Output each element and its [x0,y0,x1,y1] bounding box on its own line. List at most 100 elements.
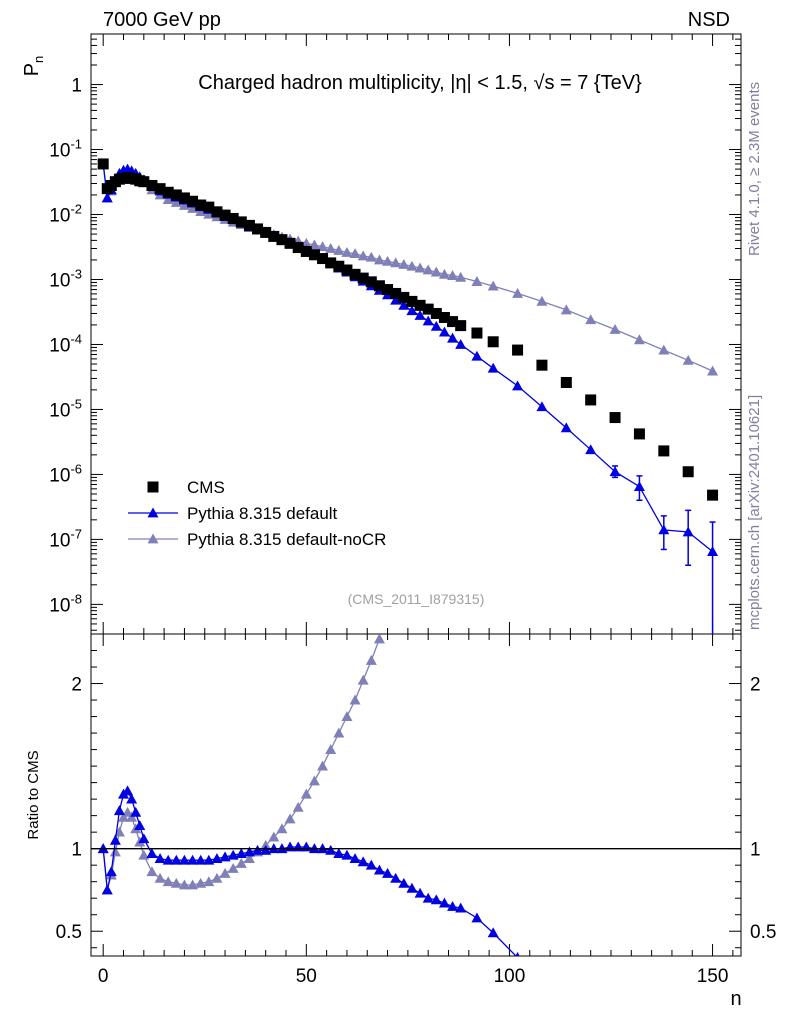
cms-point [227,212,239,224]
x-tick-label: 0 [98,966,109,987]
ratio-pythia-8-315-default-nocr-point [170,877,182,888]
y-tick-label: 1 [71,76,82,97]
x-tick-label: 150 [697,966,729,987]
y-tick-label: 10-1 [49,137,82,162]
pythia-8-315-default-nocr-point [585,314,597,325]
ratio-pythia-8-315-default-nocr-point [349,694,361,705]
ratio-pythia-8-315-default-nocr-point [357,674,369,685]
cms-point [195,199,207,211]
ratio-pythia-8-315-default-point [382,867,394,878]
ratio-pythia-8-315-default-point [325,844,337,855]
ratio-pythia-8-315-default-point [406,882,418,893]
cms-point [162,186,174,198]
ratio-pythia-8-315-default-point [105,866,117,877]
cms-point [138,176,150,188]
cms-point [146,179,158,191]
cms-point [154,183,166,195]
ratio-pythia-8-315-default-point [357,856,369,867]
cms-point [284,237,296,249]
pythia-8-315-default-point [536,401,548,412]
ratio-pythia-8-315-default-point [126,793,138,804]
pythia-8-315-default-point [447,332,459,343]
pythia-8-315-default-point [609,466,621,477]
ratio-pythia-8-315-default-nocr-point [243,853,255,863]
cms-point [211,206,223,218]
ratio-pythia-8-315-default-point [130,806,142,817]
x-axis-title: n [730,988,741,1010]
ratio-y-tick-label-right: 0.5 [750,922,776,943]
pythia-8-315-default-nocr-point [398,259,410,269]
ratio-pythia-8-315-default-point [219,851,231,862]
pythia-8-315-default-point [512,380,524,391]
mcplots-reference-label: mcplots.cern.ch [arXiv:2401.10621] [746,394,763,630]
ratio-pythia-8-315-default-nocr-point [333,727,345,738]
pythia-8-315-default-nocr-point [438,268,450,279]
ratio-pythia-8-315-default-nocr-point [235,858,247,868]
y-tick-label: 10-4 [49,331,82,356]
ratio-pythia-8-315-default-nocr-point [178,879,190,890]
ratio-pythia-8-315-default-point [333,848,345,859]
pythia-8-315-default-nocr-point [373,254,385,265]
pythia-8-315-default-point [682,526,694,537]
ratio-pythia-8-315-default-point [138,833,150,844]
cms-point [422,303,434,315]
ratio-pythia-8-315-default-nocr-point [300,788,312,799]
ratio-pythia-8-315-default-nocr-point [284,813,296,824]
ratio-pythia-8-315-default-point [101,884,113,895]
pythia-8-315-default-point [101,192,113,203]
cms-point [203,201,215,213]
pythia-8-315-default-point [414,309,426,320]
legend-cms-marker [147,481,159,493]
ratio-pythia-8-315-default-point [487,927,499,938]
cms-point [438,312,450,324]
ratio-pythia-8-315-default-point [365,859,377,870]
ratio-pythia-8-315-default-point [227,849,239,860]
ratio-pythia-8-315-default-point [341,849,353,860]
cms-point [560,376,572,388]
plot-title: Charged hadron multiplicity, |η| < 1.5, … [198,72,642,94]
ratio-pythia-8-315-default-nocr-point [341,711,353,721]
pythia-8-315-default-nocr-point [512,287,524,298]
pythia-8-315-default-point [487,362,499,373]
ratio-y-tick-label: 0.5 [56,922,82,943]
ratio-pythia-8-315-default-point [373,864,385,875]
cms-point [447,316,459,328]
pythia-8-315-default-point [438,326,450,337]
pythia-8-315-default-nocr-point [430,266,442,277]
y-tick-label: 10-6 [49,461,82,486]
y-tick-label: 10-8 [49,591,82,616]
ratio-pythia-8-315-default-point [471,912,483,923]
cms-point [243,219,255,231]
cms-point [536,359,548,371]
rivet-version-label: Rivet 4.1.0, ≥ 2.3M events [746,81,763,256]
ratio-pythia-8-315-default-nocr-point [154,872,166,883]
pythia-8-315-default-point [560,422,572,433]
pythia-8-315-default-point [658,524,670,535]
y-tick-label: 10-7 [49,526,82,551]
x-tick-label: 100 [494,966,526,987]
ratio-pythia-8-315-default-nocr-point [126,811,138,822]
analysis-label: (CMS_2011_I879315) [348,591,485,607]
pythia-8-315-default-nocr-point [682,354,694,365]
ratio-pythia-8-315-default-point [109,834,121,845]
pythia-8-315-default-point [633,481,645,491]
pythia-8-315-default-nocr-point [447,270,459,280]
ratio-pythia-8-315-default-nocr-point [308,775,320,786]
cms-point [512,344,524,356]
cms-point [390,287,402,299]
pythia-8-315-default-point [471,350,483,361]
cms-point [219,209,231,221]
pythia-8-315-default-nocr-point [536,295,548,306]
cms-point [308,249,320,261]
pythia-8-315-default-nocr-point [560,304,572,315]
cms-point [235,216,247,228]
x-tick-label: 50 [296,966,317,987]
ratio-pythia-8-315-default-nocr-point [365,654,377,665]
cms-point [357,272,369,284]
cms-point [707,489,719,501]
ratio-pythia-8-315-default-nocr-point [187,879,199,890]
ratio-pythia-8-315-default-point [154,853,166,863]
cms-point [585,394,597,406]
cms-point [682,466,694,478]
